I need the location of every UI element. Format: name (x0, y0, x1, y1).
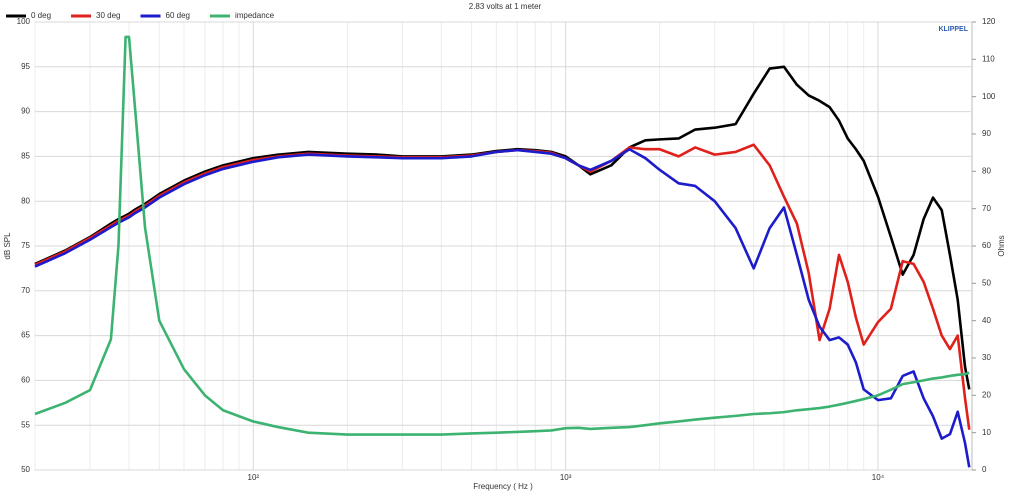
x-tick-label: 10³ (560, 473, 572, 482)
y-tick-label: 80 (21, 196, 30, 205)
y2-axis-label: Ohms (997, 235, 1006, 256)
y2-tick-label: 110 (982, 54, 995, 63)
y-axis-label: dB SPL (3, 232, 12, 260)
y-tick-label: 90 (21, 107, 30, 116)
y2-tick-label: 80 (982, 166, 991, 175)
y2-tick-label: 20 (982, 390, 991, 399)
y-tick-label: 70 (21, 286, 30, 295)
y-tick-label: 75 (21, 241, 30, 250)
y2-tick-label: 70 (982, 204, 991, 213)
y2-tick-label: 60 (982, 241, 991, 250)
y2-tick-label: 100 (982, 92, 996, 101)
legend-label: 0 deg (31, 11, 51, 20)
series-line (34, 35, 970, 436)
y-tick-label: 50 (21, 465, 30, 474)
legend-label: 60 deg (166, 11, 190, 20)
brand-label: KLIPPEL (938, 26, 968, 33)
x-axis-label: Frequency ( Hz ) (473, 482, 533, 491)
y-tick-label: 85 (21, 152, 30, 161)
legend-label: impedance (235, 11, 275, 20)
y-tick-label: 65 (21, 331, 30, 340)
y2-tick-label: 30 (982, 353, 991, 362)
y-tick-label: 100 (17, 17, 31, 26)
chart-subtitle: 2.83 volts at 1 meter (469, 2, 542, 11)
x-tick-label: 10⁴ (872, 473, 885, 482)
y-tick-label: 55 (21, 420, 30, 429)
y-tick-label: 95 (21, 62, 30, 71)
x-tick-label: 10² (248, 473, 260, 482)
y2-tick-label: 50 (982, 278, 991, 287)
series-line (34, 147, 971, 468)
y2-tick-label: 0 (982, 465, 987, 474)
y2-tick-label: 10 (982, 428, 991, 437)
y2-tick-label: 90 (982, 129, 991, 138)
y-tick-label: 60 (21, 376, 30, 385)
y2-tick-label: 120 (982, 17, 996, 26)
y2-tick-label: 40 (982, 316, 991, 325)
legend-label: 30 deg (96, 11, 120, 20)
